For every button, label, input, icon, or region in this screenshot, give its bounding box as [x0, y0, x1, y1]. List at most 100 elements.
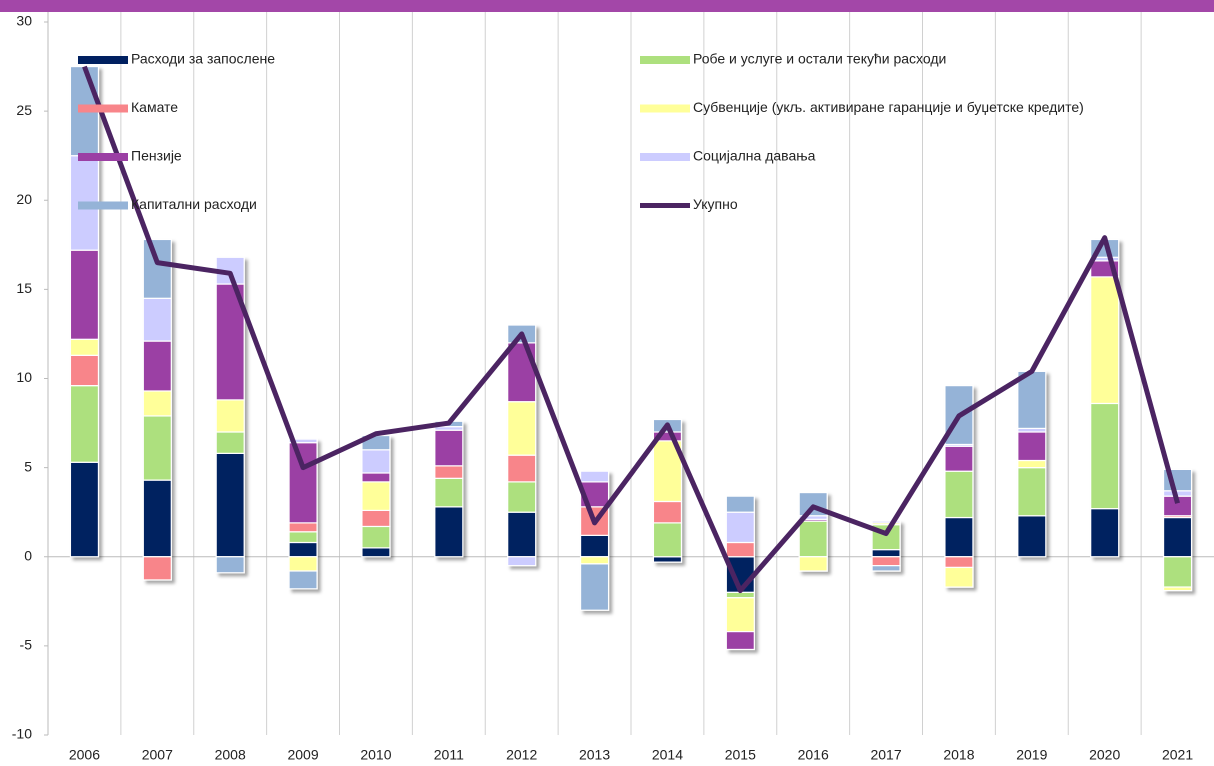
bar-segment — [725, 631, 755, 651]
legend-label: Субвенције (укљ. активиране гаранције и … — [693, 99, 1084, 115]
bar-segment — [69, 354, 100, 387]
legend-swatch — [640, 104, 690, 113]
x-tick-label: 2018 — [943, 747, 974, 763]
bar-segment — [1090, 508, 1120, 558]
bar-segment — [288, 570, 318, 590]
bar-stack — [1090, 238, 1120, 558]
x-tick-label: 2012 — [506, 747, 537, 763]
bar-segment — [725, 495, 755, 513]
y-tick-label: 10 — [16, 369, 32, 385]
bar-segment — [725, 591, 755, 599]
legend-swatch — [78, 104, 128, 113]
x-tick-label: 2016 — [798, 747, 829, 763]
bar-segment — [725, 597, 755, 633]
legend-label: Укупно — [693, 196, 738, 212]
legend-swatch — [640, 56, 690, 64]
bar-segment — [725, 511, 755, 544]
bar-segment — [215, 452, 245, 558]
bar-segment — [288, 556, 318, 572]
x-tick-label: 2017 — [870, 747, 901, 763]
bar-segment — [142, 390, 172, 417]
bar-segment — [798, 556, 828, 572]
y-tick-label: -10 — [12, 726, 32, 742]
bar-segment — [579, 556, 610, 565]
x-tick-label: 2021 — [1162, 747, 1193, 763]
bar-segment — [142, 297, 172, 342]
bar-segment — [288, 531, 318, 544]
bar-segment — [1090, 402, 1120, 510]
bar-stack — [215, 256, 245, 574]
bar-segment — [288, 522, 318, 533]
bar-segment — [1017, 431, 1047, 462]
bar-segment — [215, 431, 245, 454]
bar-segment — [361, 547, 391, 558]
legend-swatch — [78, 201, 128, 210]
bar-segment — [871, 556, 901, 567]
bar-segment — [434, 465, 464, 479]
bar-segment — [361, 509, 391, 528]
bar-segment — [1017, 467, 1047, 517]
bar-segment — [215, 399, 245, 433]
bar-segment — [579, 563, 610, 611]
bar-segment — [215, 556, 245, 574]
x-tick-label: 2020 — [1089, 747, 1120, 763]
bar-stack — [288, 438, 318, 590]
bar-segment — [871, 549, 901, 558]
bar-segment — [1162, 586, 1193, 592]
bar-segment — [507, 342, 537, 403]
bar-segment — [361, 449, 391, 474]
bar-segment — [579, 470, 610, 483]
bar-segment — [215, 283, 245, 401]
bar-segment — [507, 454, 537, 483]
bar-segment — [142, 479, 172, 558]
bar-stack — [944, 385, 974, 588]
legend-swatch — [78, 56, 128, 64]
legend-label: Капитални расходи — [131, 196, 257, 212]
x-tick-label: 2006 — [69, 747, 100, 763]
bar-segment — [361, 472, 391, 483]
y-tick-label: -5 — [20, 637, 33, 653]
bar-stack — [69, 65, 100, 558]
bar-segment — [1017, 370, 1047, 430]
y-tick-label: 5 — [24, 458, 32, 474]
bar-segment — [434, 429, 464, 467]
bar-segment — [361, 525, 391, 549]
bar-segment — [69, 249, 100, 340]
x-tick-label: 2010 — [360, 747, 391, 763]
bar-segment — [142, 415, 172, 481]
bar-segment — [288, 442, 318, 524]
bar-segment — [507, 511, 537, 558]
x-tick-label: 2015 — [725, 747, 756, 763]
x-tick-label: 2008 — [215, 747, 246, 763]
bar-segment — [944, 445, 974, 472]
x-tick-label: 2011 — [434, 747, 464, 763]
y-tick-label: 25 — [16, 102, 32, 118]
bar-segment — [507, 401, 537, 456]
bar-segment — [142, 238, 172, 299]
bar-segment — [69, 385, 100, 463]
total-line — [82, 65, 1180, 594]
bar-segment — [652, 556, 683, 563]
legend-label: Робе и услуге и остали текући расходи — [693, 51, 946, 67]
bar-segment — [434, 477, 464, 508]
legend-swatch — [640, 153, 690, 161]
legend-swatch — [78, 153, 128, 161]
bar-segment — [725, 541, 755, 558]
legend-label: Пензије — [131, 148, 182, 164]
x-tick-label: 2019 — [1016, 747, 1047, 763]
bar-segment — [944, 566, 974, 588]
bar-segment — [288, 438, 318, 444]
bar-segment — [69, 461, 100, 558]
x-tick-label: 2013 — [579, 747, 610, 763]
legend-label: Социјална давања — [693, 148, 816, 164]
top-band — [0, 0, 1214, 12]
bar-segment — [1017, 459, 1047, 469]
bar-stack — [579, 470, 610, 611]
bar-segment — [798, 520, 828, 558]
bar-segment — [1162, 516, 1193, 558]
bar-segment — [361, 481, 391, 512]
bar-segment — [507, 481, 537, 513]
bar-segment — [1017, 515, 1047, 558]
bar-segment — [944, 556, 974, 569]
